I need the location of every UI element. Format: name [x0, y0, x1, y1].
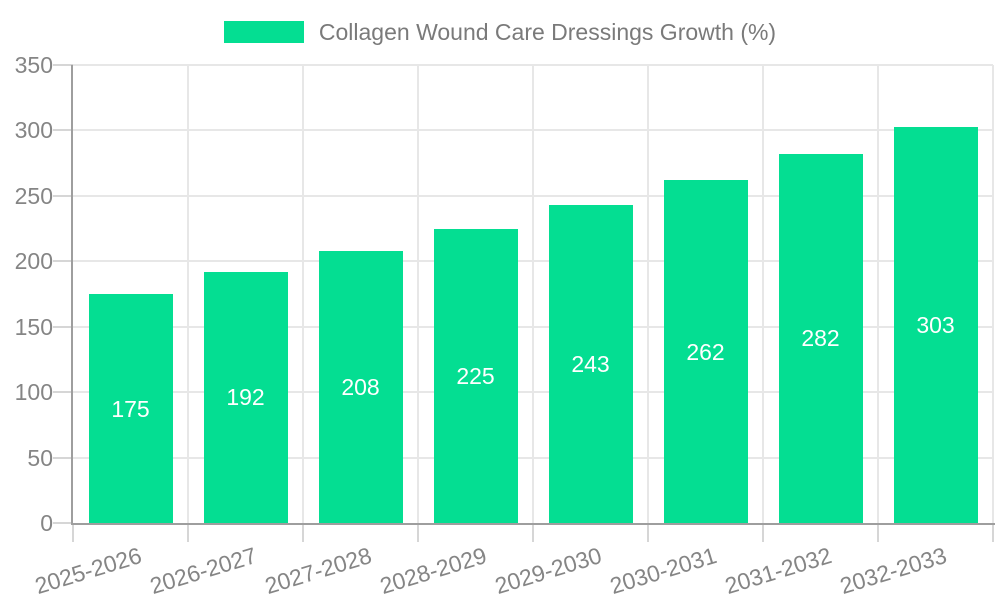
y-tick-mark — [53, 129, 73, 132]
bar-2032-2033: 303 — [893, 126, 978, 523]
bar-2026-2027: 192 — [203, 271, 288, 523]
y-tick-mark — [53, 64, 73, 66]
x-tick-mark — [187, 525, 189, 542]
y-tick-label: 150 — [14, 313, 53, 340]
bar-value-label: 175 — [111, 395, 150, 422]
plot-area: 175 192 208 225 243 262 282 303 — [73, 64, 994, 523]
y-tick-label: 300 — [14, 117, 53, 144]
y-tick-mark — [53, 325, 73, 328]
y-tick-mark — [53, 522, 73, 524]
y-tick-mark — [53, 456, 73, 459]
bar-value-label: 192 — [226, 384, 265, 411]
y-tick-label: 0 — [40, 510, 53, 536]
legend[interactable]: Collagen Wound Care Dressings Growth (%) — [0, 18, 1000, 46]
x-tick-mark — [877, 525, 879, 542]
gridline-vertical — [417, 65, 419, 523]
x-tick-mark — [762, 525, 764, 542]
bar-value-label: 208 — [341, 373, 380, 400]
gridline-vertical — [992, 65, 994, 523]
bar-value-label: 243 — [571, 351, 610, 378]
legend-swatch — [223, 21, 304, 43]
y-tick-label: 50 — [27, 444, 53, 471]
gridline-vertical — [647, 65, 649, 523]
bar-2031-2032: 282 — [778, 153, 863, 523]
y-tick-label: 250 — [14, 182, 53, 209]
y-tick-label: 200 — [14, 248, 53, 275]
x-axis-line — [71, 523, 995, 525]
y-tick-label: 100 — [14, 379, 53, 406]
x-tick-mark — [302, 525, 304, 542]
gridline-vertical — [302, 65, 304, 523]
gridline-vertical — [877, 65, 879, 523]
bar-value-label: 262 — [686, 338, 725, 365]
y-tick-mark — [53, 194, 73, 197]
bar-value-label: 303 — [916, 311, 955, 338]
y-tick-mark — [53, 391, 73, 394]
gridline-vertical — [532, 65, 534, 523]
y-tick-label: 350 — [14, 52, 53, 78]
x-tick-mark — [992, 525, 994, 542]
x-tick-mark — [417, 525, 419, 542]
y-axis-line — [71, 65, 73, 525]
gridline-vertical — [187, 65, 189, 523]
gridline-vertical — [762, 65, 764, 523]
x-tick-mark — [532, 525, 534, 542]
bar-2030-2031: 262 — [663, 180, 748, 523]
bar-value-label: 225 — [456, 362, 495, 389]
bar-2028-2029: 225 — [433, 228, 518, 523]
bar-value-label: 282 — [801, 325, 840, 352]
x-tick-mark — [72, 525, 74, 542]
bar-2029-2030: 243 — [548, 205, 633, 523]
y-tick-mark — [53, 260, 73, 263]
legend-label: Collagen Wound Care Dressings Growth (%) — [318, 19, 777, 45]
bar-2027-2028: 208 — [318, 250, 403, 523]
x-tick-mark — [647, 525, 649, 542]
bar-2025-2026: 175 — [88, 294, 173, 523]
